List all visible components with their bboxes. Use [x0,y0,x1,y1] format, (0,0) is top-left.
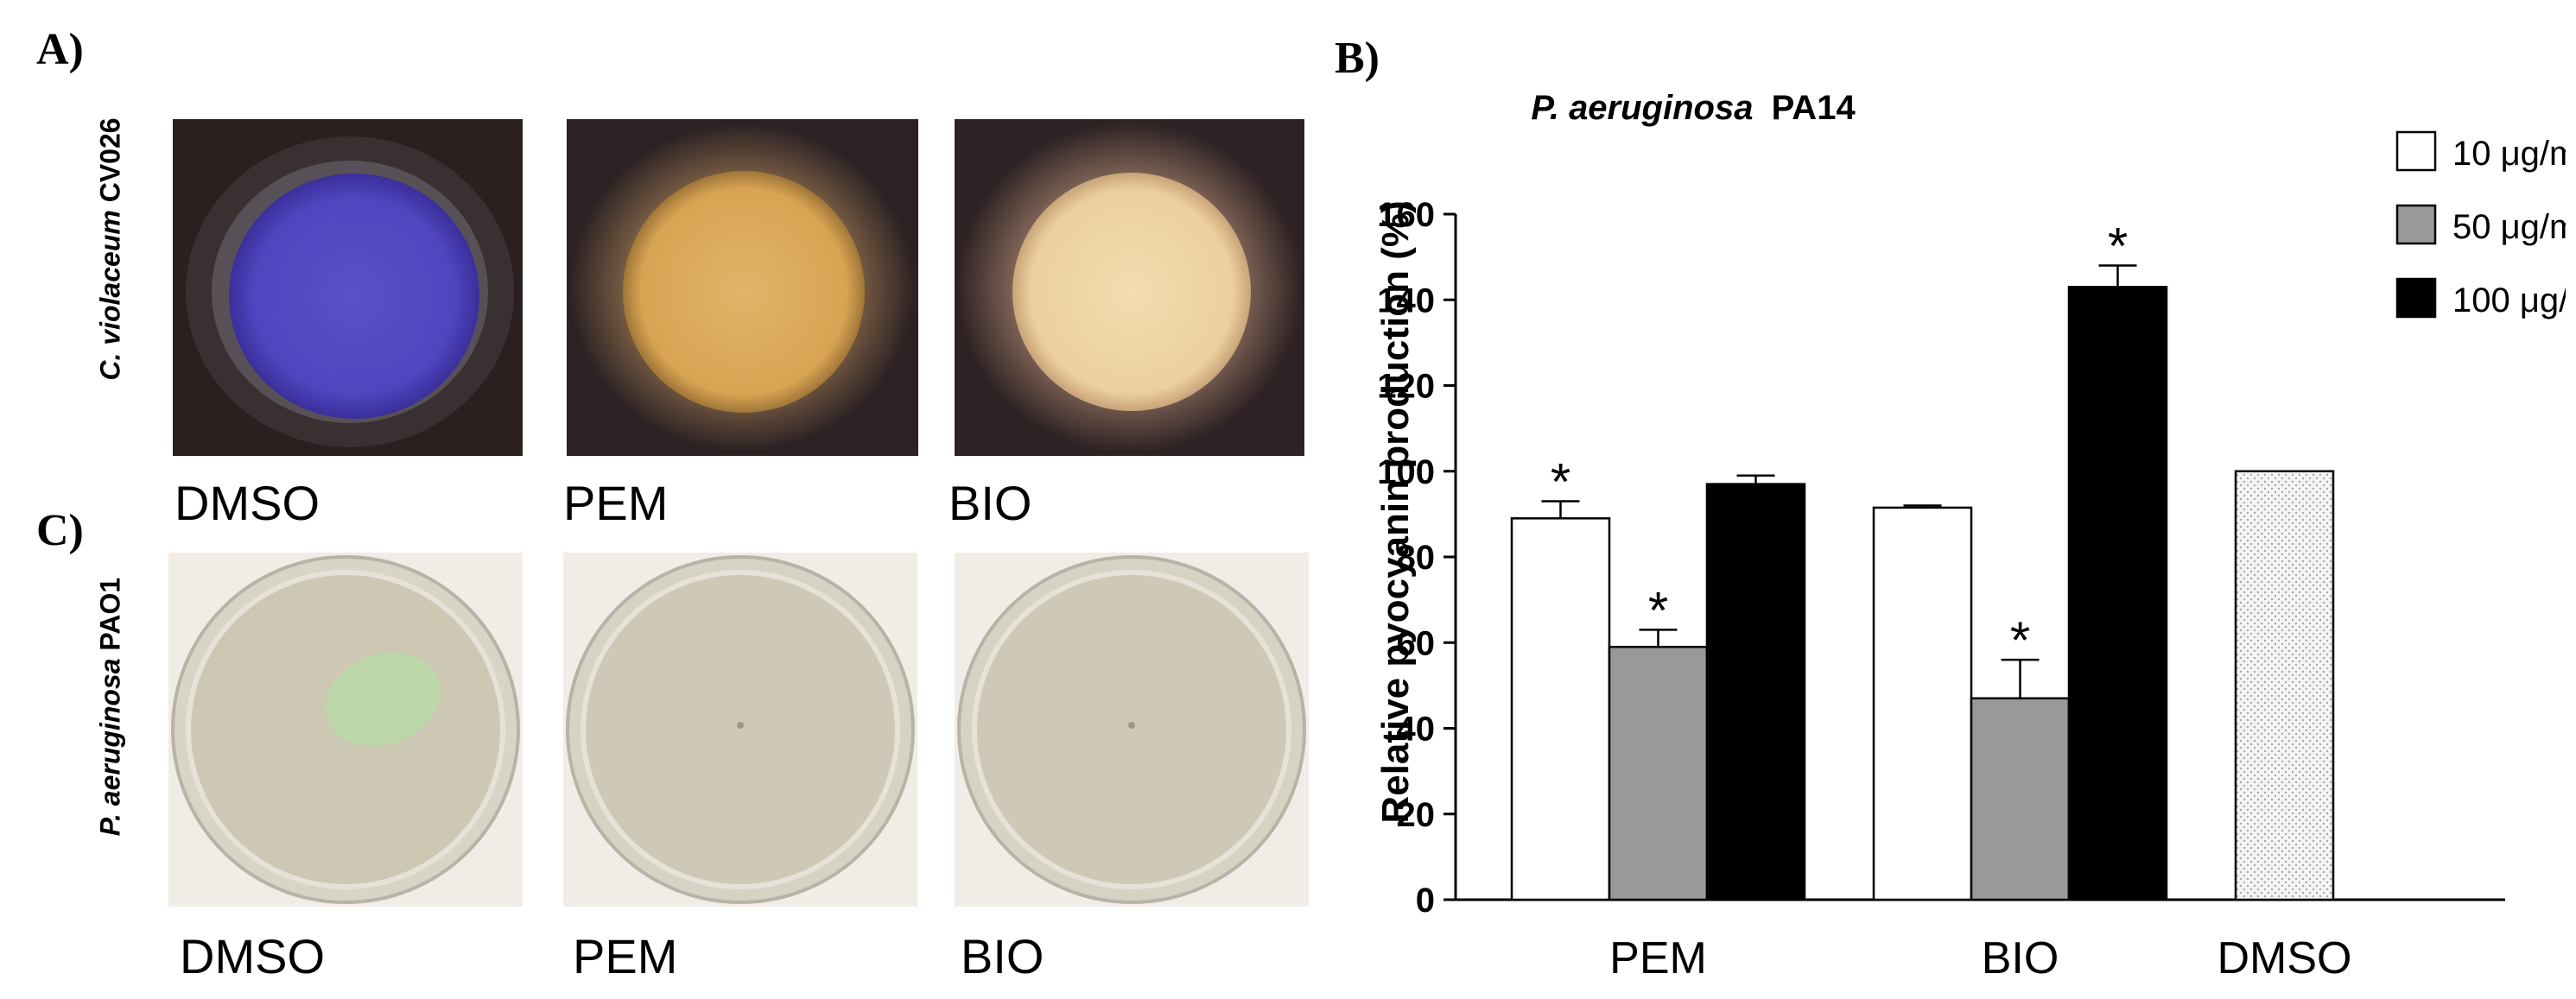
y-tick-label: 140 [1377,281,1435,319]
strain-name: CV026 [94,117,126,203]
caption-a-dmso: DMSO [174,476,320,530]
y-tick-label: 60 [1397,624,1436,662]
plot-area: 0 20 40 60 80 100 120 140 160 * * * * PEM BIO DMSO [1377,196,2505,983]
significance-star: * [1551,452,1570,510]
photo-c-dmso [168,553,523,907]
category-label: DMSO [2218,933,2352,983]
photo-c-pem [563,553,917,907]
bar [1970,697,2071,901]
petri-dish-bio [957,555,1306,904]
caption-c-pem: PEM [573,929,678,983]
panel-a-label: A) [36,25,84,74]
row-label-a: C. violaceum CV026 [95,107,127,392]
y-tick-label: 160 [1377,196,1435,234]
chart-legend: 10 μg/mL 50 μg/mL 100 μg/mL [2395,130,2566,319]
bar-control [2234,470,2335,901]
bar [1705,483,1806,901]
species-name: C. violaceum [94,210,126,381]
row-label-c: P. aeruginosa PAO1 [95,547,127,867]
bar [2067,286,2168,901]
photo-a-dmso [173,119,523,456]
y-tick-label: 100 [1377,453,1435,491]
y-tick-label: 120 [1377,368,1435,406]
significance-star: * [2108,218,2128,275]
legend-swatch [2395,277,2437,319]
well-dmso-purple [186,136,514,447]
y-tick-label: 20 [1397,796,1436,834]
y-axis-label: Relative pyocyanin production (%) [1374,200,1417,823]
chart-title-plain: PA14 [1772,89,1856,127]
photo-a-bio [955,119,1304,456]
photo-c-bio [955,553,1309,907]
caption-c-bio: BIO [961,929,1044,983]
category-label: PEM [1609,933,1707,983]
well-pem-yellow [569,123,915,452]
category-label: BIO [1982,933,2059,983]
bar [1510,517,1611,901]
panel-b-label: B) [1335,34,1380,83]
photo-a-pem [567,119,918,456]
strain-name: PAO1 [94,577,126,651]
y-tick-label: 40 [1397,711,1436,749]
legend-label: 100 μg/mL [2452,281,2566,319]
significance-star: * [2010,611,2030,669]
bar [1872,506,1973,901]
caption-a-pem: PEM [563,476,669,530]
significance-star: * [1648,581,1668,639]
bar [1608,645,1709,901]
y-tick-label: 80 [1397,539,1436,577]
chart-title: P. aeruginosa PA14 [1531,89,1856,127]
caption-a-bio: BIO [949,476,1032,530]
chart-title-italic: P. aeruginosa [1531,89,1753,127]
panel-c-label: C) [36,506,84,555]
legend-label: 10 μg/mL [2452,135,2566,173]
petri-dish-pem [566,555,915,904]
y-tick-label: 0 [1416,882,1435,920]
legend-swatch [2395,204,2437,245]
legend-swatch [2395,130,2437,172]
legend-label: 50 μg/mL [2452,208,2566,246]
species-name: P. aeruginosa [94,658,126,837]
well-bio-cream [956,122,1302,453]
petri-dish-dmso [171,555,520,904]
caption-c-dmso: DMSO [180,929,325,983]
pyocyanin-chart: P. aeruginosa PA14 0 20 40 60 80 100 120 140 160… [1374,89,2566,983]
